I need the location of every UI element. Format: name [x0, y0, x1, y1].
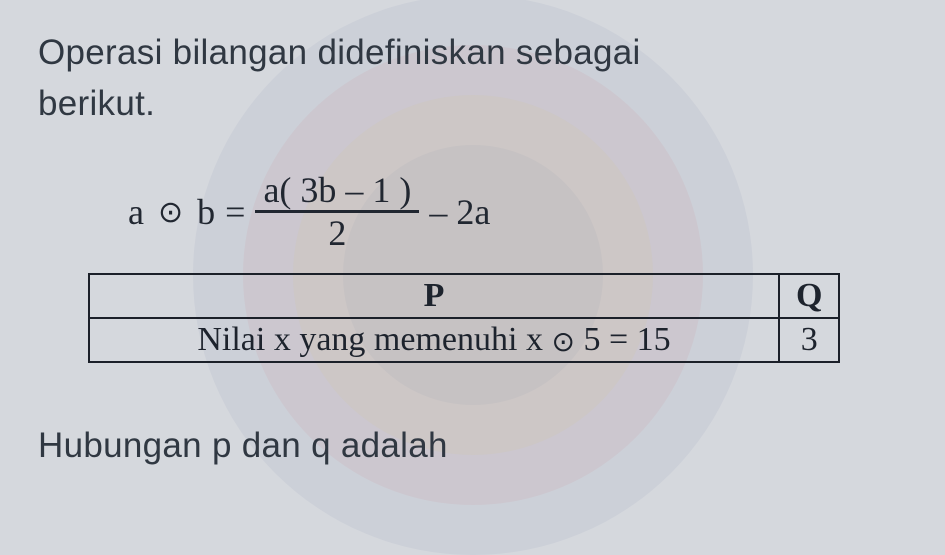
header-p: P	[89, 274, 779, 318]
table-header-row: P Q	[89, 274, 839, 318]
footer-question: Hubungan p dan q adalah	[38, 421, 907, 472]
fraction: a( 3b – 1 ) 2	[255, 172, 419, 254]
table-row: Nilai x yang memenuhi x ⊙ 5 = 15 3	[89, 318, 839, 362]
row-prefix: Nilai x yang memenuhi x	[197, 321, 551, 358]
row-suffix: 5 = 15	[575, 321, 671, 358]
fraction-numerator: a( 3b – 1 )	[255, 172, 419, 214]
pq-table: P Q Nilai x yang memenuhi x ⊙ 5 = 15 3	[88, 273, 840, 363]
odot-icon: ⊙	[551, 327, 574, 358]
operation-definition: a ⊙ b = a( 3b – 1 ) 2 – 2a	[128, 172, 907, 254]
question-content: Operasi bilangan didefiniskan sebagai be…	[0, 0, 945, 500]
fraction-denominator: 2	[328, 213, 346, 253]
odot-icon: ⊙	[158, 195, 183, 230]
intro-line-1: Operasi bilangan didefiniskan sebagai	[38, 33, 641, 72]
eq-eq: =	[225, 191, 245, 233]
cell-p: Nilai x yang memenuhi x ⊙ 5 = 15	[89, 318, 779, 362]
eq-b: b	[197, 191, 215, 233]
eq-a: a	[128, 191, 144, 233]
intro-line-2: berikut.	[38, 84, 155, 123]
eq-trailing: – 2a	[429, 191, 490, 233]
header-q: Q	[779, 274, 839, 318]
cell-q: 3	[779, 318, 839, 362]
intro-paragraph: Operasi bilangan didefiniskan sebagai be…	[38, 28, 907, 130]
